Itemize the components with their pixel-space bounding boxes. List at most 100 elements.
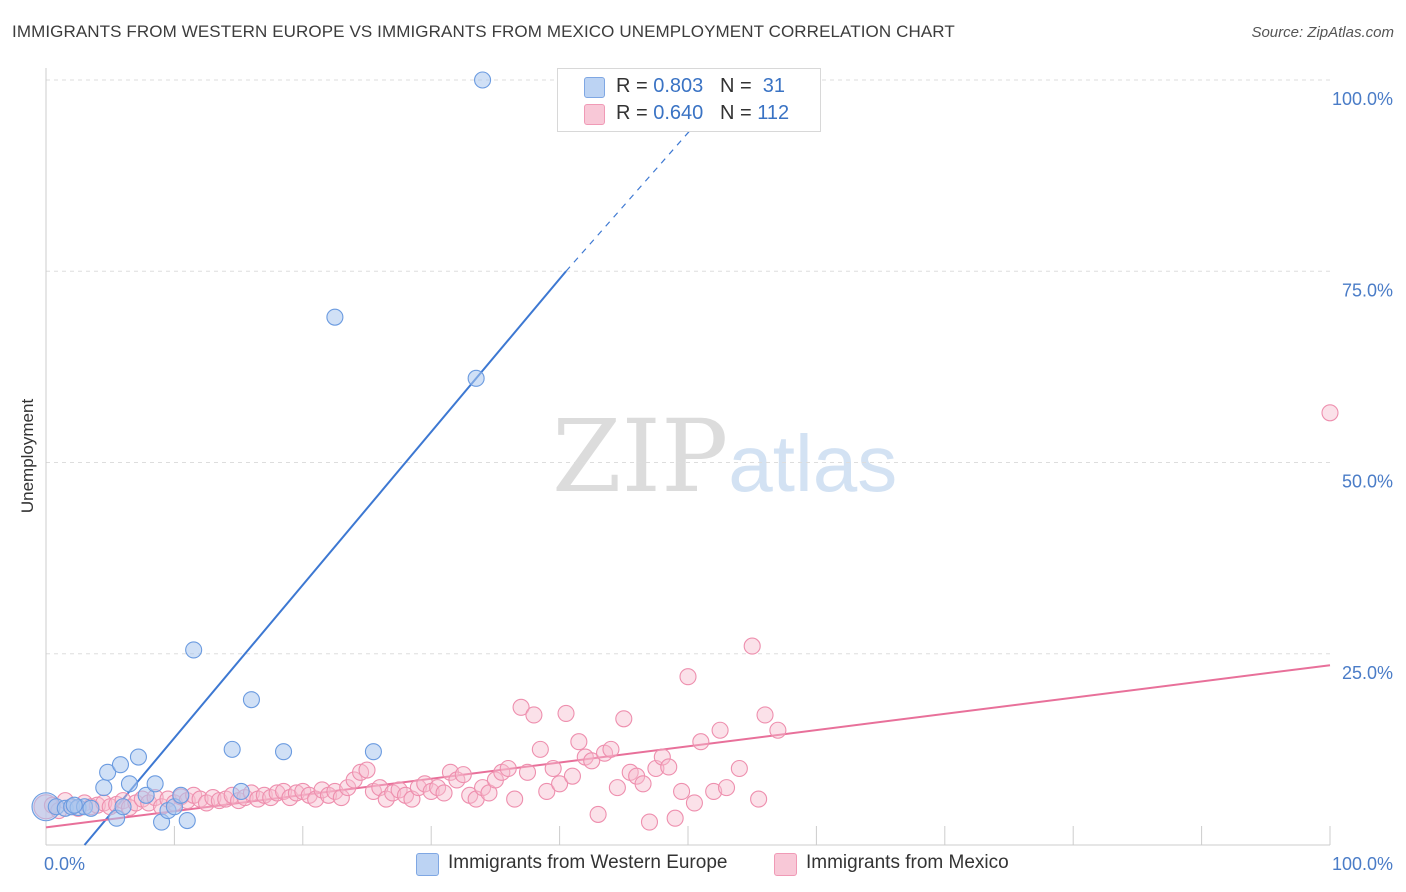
point-mexico bbox=[352, 763, 370, 781]
point-mexico bbox=[685, 794, 703, 812]
point-western-europe bbox=[95, 779, 113, 797]
point-mexico bbox=[756, 706, 774, 724]
point-mexico bbox=[518, 763, 537, 781]
point-western-europe bbox=[223, 740, 241, 758]
point-mexico bbox=[358, 761, 376, 779]
point-mexico bbox=[589, 805, 607, 823]
axes bbox=[45, 68, 1331, 846]
legend-stats-western-europe: R = 0.803 N = 31 bbox=[616, 75, 786, 97]
point-western-europe bbox=[242, 691, 260, 709]
point-mexico bbox=[692, 733, 710, 751]
point-mexico bbox=[544, 759, 562, 778]
point-mexico bbox=[666, 809, 684, 827]
axis-labels: 25.0% 50.0% 75.0% 100.0% 0.0% 100.0% Unemploym… bbox=[18, 89, 1393, 874]
point-mexico bbox=[538, 782, 556, 801]
point-mexico bbox=[608, 779, 626, 797]
point-mexico bbox=[377, 790, 395, 808]
point-western-europe bbox=[172, 786, 190, 804]
x-tick-label-max: 100.0% bbox=[1332, 854, 1393, 874]
point-mexico bbox=[326, 782, 344, 801]
point-western-europe bbox=[82, 799, 100, 817]
point-mexico bbox=[660, 758, 678, 776]
stats-legend: R = 0.803 N = 31 R = 0.640 N = 112 bbox=[557, 68, 821, 132]
point-western-europe bbox=[474, 71, 492, 89]
point-western-europe bbox=[120, 775, 139, 793]
point-western-europe bbox=[274, 743, 293, 761]
point-mexico bbox=[525, 706, 543, 724]
bottom-legend-swatch-blue bbox=[416, 853, 439, 876]
trend-line-western-europe bbox=[83, 270, 567, 846]
watermark-zip: ZIP bbox=[552, 398, 729, 515]
point-mexico bbox=[274, 782, 293, 801]
point-mexico bbox=[557, 704, 575, 722]
point-western-europe bbox=[467, 369, 485, 387]
point-mexico bbox=[512, 698, 530, 716]
point-western-europe bbox=[232, 782, 250, 801]
bottom-legend-swatch-pink bbox=[774, 853, 797, 876]
y-tick-label: 50.0% bbox=[1342, 472, 1393, 492]
point-mexico bbox=[210, 792, 228, 810]
point-mexico bbox=[435, 784, 453, 802]
point-mexico bbox=[287, 784, 305, 802]
x-tick-label-min: 0.0% bbox=[44, 854, 85, 874]
point-western-europe bbox=[178, 811, 196, 830]
point-mexico bbox=[602, 740, 620, 758]
point-mexico bbox=[1321, 404, 1339, 422]
bottom-legend-label-mexico: Immigrants from Mexico bbox=[806, 852, 1009, 873]
legend-swatch-blue bbox=[584, 77, 605, 98]
series-western-europe-points bbox=[31, 71, 492, 831]
point-mexico bbox=[730, 759, 748, 778]
point-mexico bbox=[563, 767, 581, 785]
point-mexico bbox=[531, 740, 549, 758]
point-mexico bbox=[711, 721, 729, 739]
watermark: ZIPatlas bbox=[552, 398, 897, 515]
point-mexico bbox=[717, 779, 736, 797]
point-mexico bbox=[679, 668, 697, 686]
point-mexico bbox=[570, 733, 588, 751]
point-mexico bbox=[769, 721, 787, 739]
point-mexico bbox=[634, 775, 652, 793]
point-mexico bbox=[640, 813, 659, 831]
point-mexico bbox=[307, 790, 325, 808]
point-western-europe bbox=[146, 775, 164, 793]
point-mexico bbox=[583, 752, 601, 770]
trend-line-mexico bbox=[45, 664, 1331, 829]
bottom-legend-label-western-europe: Immigrants from Western Europe bbox=[448, 852, 728, 873]
point-mexico bbox=[268, 784, 286, 802]
point-western-europe bbox=[185, 641, 203, 659]
point-mexico bbox=[506, 790, 524, 808]
source-note: Source: ZipAtlas.com bbox=[1251, 24, 1394, 41]
point-mexico bbox=[615, 710, 633, 728]
point-western-europe bbox=[137, 786, 155, 804]
grid-lines bbox=[46, 79, 1334, 655]
trend-line-western-europe-extension bbox=[565, 117, 702, 272]
point-mexico bbox=[255, 786, 273, 804]
trend-lines bbox=[45, 117, 1331, 846]
point-mexico bbox=[454, 766, 472, 784]
point-western-europe bbox=[65, 796, 83, 814]
y-tick-label: 25.0% bbox=[1342, 663, 1393, 683]
point-western-europe bbox=[129, 748, 147, 766]
point-mexico bbox=[653, 748, 671, 766]
point-mexico bbox=[499, 759, 517, 778]
point-western-europe bbox=[326, 308, 344, 326]
legend-swatch-pink bbox=[584, 104, 605, 125]
point-mexico bbox=[673, 782, 691, 801]
chart-title: IMMIGRANTS FROM WESTERN EUROPE VS IMMIGR… bbox=[12, 22, 955, 41]
watermark-atlas: atlas bbox=[728, 419, 898, 508]
y-tick-label: 100.0% bbox=[1332, 89, 1393, 109]
legend-stats-mexico: R = 0.640 N = 112 bbox=[616, 102, 790, 124]
y-axis-title: Unemployment bbox=[18, 399, 37, 514]
y-tick-label: 75.0% bbox=[1342, 280, 1393, 300]
point-western-europe bbox=[364, 743, 382, 761]
point-mexico bbox=[705, 782, 723, 801]
point-western-europe bbox=[111, 756, 130, 774]
point-mexico bbox=[743, 637, 761, 655]
point-mexico bbox=[332, 789, 350, 807]
point-mexico bbox=[551, 775, 569, 793]
point-western-europe bbox=[114, 798, 132, 816]
point-western-europe bbox=[99, 763, 117, 781]
series-mexico-points bbox=[33, 404, 1339, 831]
point-mexico bbox=[750, 790, 768, 808]
